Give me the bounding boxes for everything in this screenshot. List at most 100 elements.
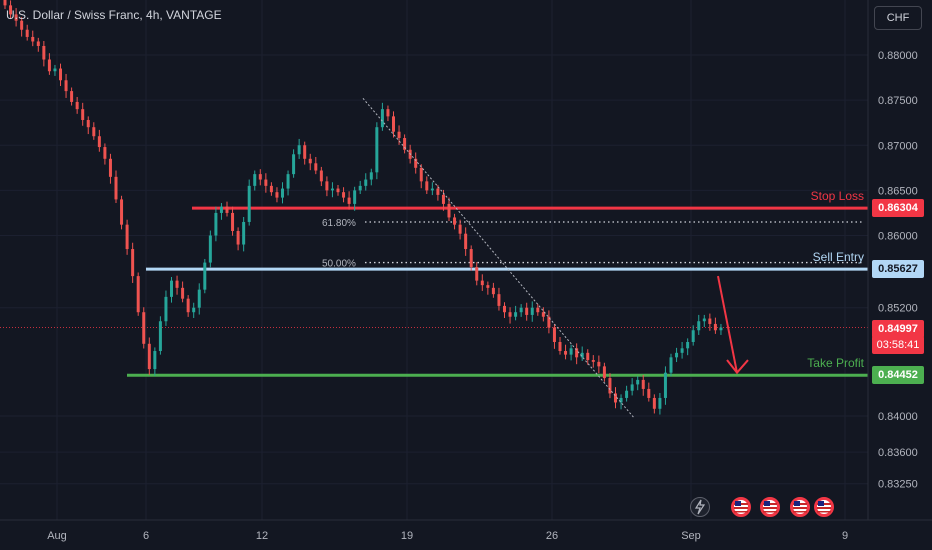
us-flag-event-icon[interactable] [731,497,751,517]
time-axis: Aug 6 12 19 26 Sep 9 [0,519,932,542]
candle-body [380,109,384,128]
sell-arrow-head [726,359,749,375]
candle-body [25,29,29,37]
price-tag-take-profit: 0.84452 [872,366,924,385]
candle-body [253,174,257,186]
candle-body [525,307,529,315]
candle-body [42,45,46,60]
candle-body [625,390,629,398]
candle-body [36,41,40,46]
candle-body [469,249,473,268]
candle-body [131,249,135,277]
candle-body [552,327,556,342]
candle-body [181,287,185,299]
candle-body [325,181,329,191]
candle-body [353,190,357,204]
price-tick-label: 0.85200 [878,303,918,315]
candle-body [569,348,573,355]
candle-body [214,212,218,236]
candle-body [530,307,534,315]
candle-body [397,131,401,139]
candle-body [153,351,157,370]
candle-body [597,361,601,367]
currency-button[interactable]: CHF [874,6,922,30]
candle-body [347,197,351,204]
date-tick-label: Aug [47,530,67,542]
candle-body [558,341,562,352]
candle-body [203,262,207,290]
trade-level-label: Sell Entry [813,250,864,264]
candle-body [514,312,518,317]
candle-body [447,203,451,218]
chart-title: U.S. Dollar / Swiss Franc, 4h, VANTAGE [6,8,222,22]
candle-body [31,36,35,42]
trade-level-label: Stop Loss [811,189,864,203]
candle-body [297,145,301,155]
date-tick-label: 6 [143,530,149,542]
candle-body [419,167,423,182]
candle-body [580,352,584,358]
candle-body [231,212,235,231]
candle-body [641,379,645,389]
candle-body [108,158,112,177]
us-flag-event-icon[interactable] [790,497,810,517]
candle-body [75,101,79,110]
candle-body [147,343,151,370]
candle-body [697,321,701,331]
candle-body [219,206,223,213]
candle-body [281,188,284,198]
candle-body [614,393,617,403]
date-tick-label: 9 [842,530,848,542]
candle-body [264,179,268,186]
date-tick-label: Sep [681,530,701,542]
candle-body [369,172,373,180]
candle-body [269,185,273,193]
candle-body [125,224,129,250]
price-tick-label: 0.87500 [878,95,918,107]
candle-body [713,323,717,331]
candle-body [475,267,479,281]
candle-body [564,351,568,355]
candle-body [619,397,623,403]
candle-body [308,158,312,164]
lightning-icon[interactable] [690,497,710,517]
candle-body [336,188,340,193]
candle-body [170,280,173,297]
candle-body [81,109,85,120]
candle-body [319,170,323,182]
candle-body [503,305,506,313]
chart-grid [0,0,868,520]
candle-body [258,174,262,180]
us-flag-event-icon[interactable] [760,497,780,517]
fib-label: 50.00% [322,259,356,270]
candle-body [364,179,368,186]
candle-body [358,185,362,191]
candle-body [630,384,634,391]
candle-body [441,194,445,204]
countdown-tag: 03:58:41 [872,335,924,354]
candle-body [47,59,51,72]
candle-body [702,318,706,322]
candle-body [708,318,712,324]
candle-body [97,136,101,148]
candle-body [392,116,395,132]
candle-body [375,127,379,173]
candle-body [158,321,162,352]
candle-body [508,312,512,317]
candle-body [103,147,107,159]
candle-body [208,235,212,263]
current-price-tag: 0.84997 [872,319,924,338]
candle-body [164,296,168,322]
date-tick-label: 12 [256,530,268,542]
candle-body [59,68,62,81]
candle-body [547,316,551,328]
price-tag-stop-loss: 0.86304 [872,199,924,218]
candle-body [247,185,251,222]
candle-body [608,378,612,394]
us-flag-event-icon[interactable] [814,497,834,517]
candle-body [536,307,540,313]
candle-body [175,280,179,288]
candle-body [64,80,68,92]
price-tick-label: 0.86500 [878,185,918,197]
